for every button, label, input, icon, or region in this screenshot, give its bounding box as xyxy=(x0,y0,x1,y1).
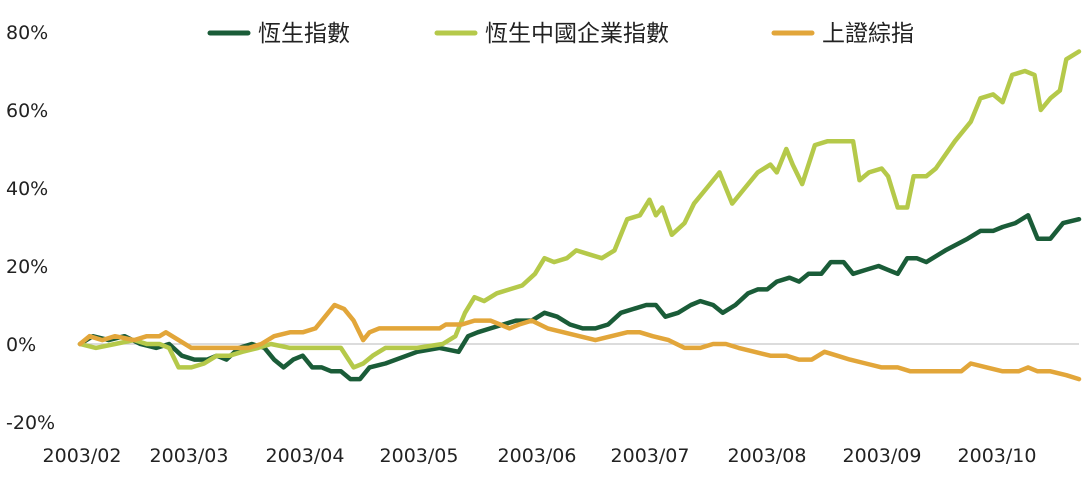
y-axis-tick-labels: 80% 60% 40% 20% 0% -20% xyxy=(6,22,55,434)
y-tick-label: 0% xyxy=(6,334,36,356)
series-lines xyxy=(77,49,1082,382)
y-tick-label: -20% xyxy=(6,412,55,434)
x-axis-tick-labels: 2003/02 2003/03 2003/04 2003/05 2003/06 2003/… xyxy=(43,445,1037,467)
x-tick-label: 2003/05 xyxy=(380,445,459,467)
x-tick-label: 2003/04 xyxy=(266,445,345,467)
legend-label: 恆生指數 xyxy=(258,21,350,47)
series-line-2 xyxy=(77,49,1082,370)
y-tick-label: 20% xyxy=(6,256,48,278)
y-tick-label: 40% xyxy=(6,178,48,200)
x-tick-label: 2003/02 xyxy=(43,445,122,467)
legend: 恆生指數 恆生中國企業指數 上證綜指 xyxy=(207,21,914,47)
x-tick-label: 2003/07 xyxy=(611,445,690,467)
series-line-3 xyxy=(77,302,1082,382)
x-tick-label: 2003/06 xyxy=(498,445,577,467)
x-tick-label: 2003/03 xyxy=(150,445,229,467)
y-tick-label: 60% xyxy=(6,100,48,122)
x-tick-label: 2003/10 xyxy=(958,445,1037,467)
legend-label: 上證綜指 xyxy=(822,21,914,47)
x-tick-label: 2003/08 xyxy=(728,445,807,467)
legend-label: 恆生中國企業指數 xyxy=(485,21,669,47)
y-tick-label: 80% xyxy=(6,22,48,44)
x-tick-label: 2003/09 xyxy=(843,445,922,467)
